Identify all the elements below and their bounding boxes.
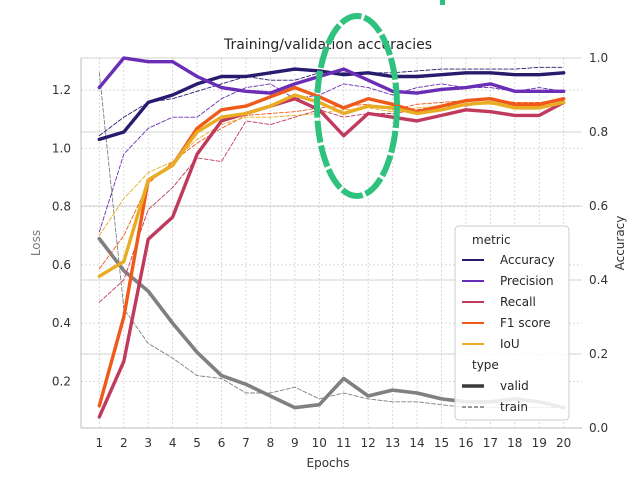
legend-label-precision: Precision bbox=[500, 274, 554, 288]
left-tick-label-1.0: 1.0 bbox=[52, 141, 71, 155]
legend-box bbox=[454, 225, 570, 421]
right-tick-label-1.0: 1.0 bbox=[589, 51, 608, 65]
legend-label-recall: Recall bbox=[500, 295, 536, 309]
highlight-edge-mark bbox=[440, 0, 445, 5]
x-tick-label-7: 7 bbox=[242, 436, 250, 450]
right-tick-label-0.2: 0.2 bbox=[589, 347, 608, 361]
x-tick-label-2: 2 bbox=[120, 436, 128, 450]
x-tick-label-10: 10 bbox=[312, 436, 327, 450]
x-tick-label-3: 3 bbox=[144, 436, 152, 450]
left-tick-label-0.8: 0.8 bbox=[52, 200, 71, 214]
right-axis-ticks: 0.0 0.2 0.4 0.6 0.8 1.0 bbox=[589, 51, 608, 435]
x-tick-label-11: 11 bbox=[336, 436, 351, 450]
x-tick-label-6: 6 bbox=[218, 436, 226, 450]
x-tick-label-9: 9 bbox=[291, 436, 299, 450]
chart-title: Training/validation accuracies bbox=[223, 37, 432, 53]
x-tick-label-18: 18 bbox=[507, 436, 522, 450]
x-tick-label-4: 4 bbox=[169, 436, 177, 450]
x-tick-label-16: 16 bbox=[458, 436, 473, 450]
plot-frame bbox=[80, 58, 582, 429]
left-tick-label-0.4: 0.4 bbox=[52, 316, 71, 330]
right-tick-label-0.8: 0.8 bbox=[589, 125, 608, 139]
left-axis-title: Loss bbox=[29, 230, 43, 256]
highlight-ellipse bbox=[314, 13, 400, 199]
series-line-precision-valid bbox=[97, 56, 566, 95]
series-line-iou-valid bbox=[97, 93, 566, 278]
x-axis-ticks: 1 2 3 4 5 6 7 8 9 10 11 12 13 14 15 16 17 18 19 20 bbox=[96, 436, 572, 450]
left-axis-ticks: 0.2 0.4 0.6 0.8 1.0 1.2 bbox=[52, 83, 71, 388]
legend-type-title: type bbox=[472, 358, 499, 372]
x-tick-label-13: 13 bbox=[385, 436, 400, 450]
right-tick-label-0.0: 0.0 bbox=[589, 421, 608, 435]
metric-lines bbox=[97, 56, 566, 419]
legend-label-iou: IoU bbox=[500, 337, 520, 351]
x-tick-label-20: 20 bbox=[556, 436, 571, 450]
right-tick-label-0.4: 0.4 bbox=[589, 273, 608, 287]
right-tick-label-0.6: 0.6 bbox=[589, 199, 608, 213]
x-tick-label-1: 1 bbox=[96, 436, 104, 450]
left-tick-label-1.2: 1.2 bbox=[52, 83, 71, 97]
x-tick-label-17: 17 bbox=[483, 436, 498, 450]
left-tick-label-0.2: 0.2 bbox=[52, 374, 71, 388]
x-tick-label-14: 14 bbox=[409, 436, 424, 450]
x-axis-title: Epochs bbox=[307, 456, 350, 470]
legend-label-accuracy: Accuracy bbox=[500, 253, 555, 267]
legend: metric Accuracy Precision Recall F1 score IoU… bbox=[454, 225, 570, 421]
legend-label-train: train bbox=[500, 400, 528, 414]
x-tick-label-12: 12 bbox=[361, 436, 376, 450]
left-tick-label-0.6: 0.6 bbox=[52, 258, 71, 272]
x-tick-label-8: 8 bbox=[267, 436, 275, 450]
x-tick-label-19: 19 bbox=[532, 436, 547, 450]
x-tick-label-15: 15 bbox=[434, 436, 449, 450]
series-line-precision-train bbox=[98, 83, 565, 233]
x-tick-label-5: 5 bbox=[193, 436, 201, 450]
legend-label-valid: valid bbox=[500, 379, 529, 393]
legend-metric-title: metric bbox=[472, 233, 511, 247]
right-axis-title: Accuracy bbox=[613, 216, 627, 271]
legend-label-f1-score: F1 score bbox=[500, 316, 551, 330]
series-line-recall-valid bbox=[97, 96, 566, 419]
